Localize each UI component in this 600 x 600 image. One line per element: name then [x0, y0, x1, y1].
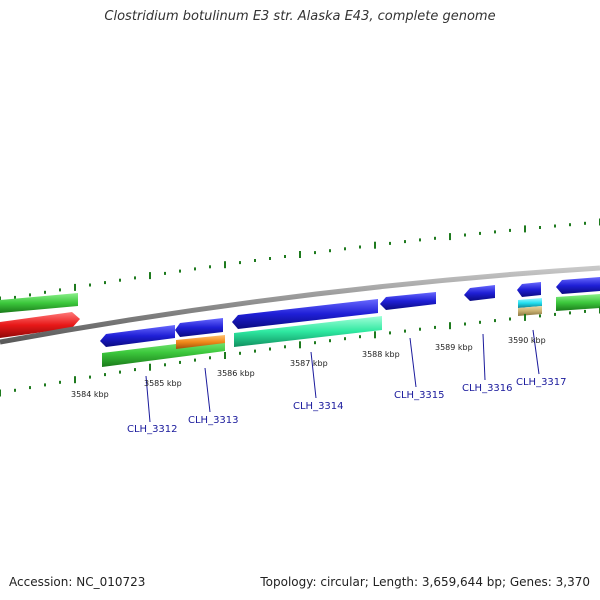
cds-clh3314-teal[interactable] [234, 316, 382, 347]
gene-labels: CLH_3312 CLH_3313 CLH_3314 CLH_3315 CLH_… [127, 377, 567, 435]
leader-clh3316 [482, 333, 486, 381]
gene-label-clh3315[interactable]: CLH_3315 [394, 390, 445, 401]
gene-label-clh3317[interactable]: CLH_3317 [516, 377, 567, 388]
cds-clh3317-tan[interactable] [518, 306, 542, 316]
cds-clh3313-orange[interactable] [176, 335, 225, 349]
cds-clh3317-forward[interactable] [517, 282, 541, 297]
cds-clh3313-forward[interactable] [175, 318, 223, 337]
cds-upper-left-green[interactable] [0, 293, 78, 313]
gene-label-clh3313[interactable]: CLH_3313 [188, 415, 239, 426]
leader-clh3314 [310, 351, 317, 399]
scale-label-3584: 3584 kbp [71, 390, 109, 399]
cds-right-edge-forward[interactable] [556, 277, 600, 294]
leader-clh3317 [532, 329, 540, 375]
genome-backbone [0, 265, 600, 345]
gene-label-clh3314[interactable]: CLH_3314 [293, 401, 344, 412]
leader-clh3312 [145, 375, 151, 423]
cds-clh3316-forward[interactable] [464, 285, 495, 301]
accession-label: Accession: NC_010723 [9, 575, 146, 589]
scale-label-3585: 3585 kbp [144, 379, 182, 388]
cds-clh3315-forward[interactable] [380, 292, 436, 310]
scale-label-3588: 3588 kbp [362, 350, 400, 359]
inner-tick-track [0, 306, 600, 397]
scale-label-3589: 3589 kbp [435, 343, 473, 352]
scale-label-3587: 3587 kbp [290, 359, 328, 368]
cds-right-edge-green[interactable] [556, 294, 600, 311]
scale-label-3586: 3586 kbp [217, 369, 255, 378]
gene-label-clh3312[interactable]: CLH_3312 [127, 424, 178, 435]
leader-clh3313 [204, 367, 211, 413]
scale-labels: 3584 kbp 3585 kbp 3586 kbp 3587 kbp 3588… [71, 336, 546, 399]
leader-clh3315 [409, 337, 417, 388]
gene-leader-lines [145, 329, 540, 423]
cds-clh3314-forward[interactable] [232, 299, 378, 329]
scale-label-3590: 3590 kbp [508, 336, 546, 345]
genome-stats-label: Topology: circular; Length: 3,659,644 bp… [260, 575, 590, 589]
cds-upper-left-red[interactable] [0, 312, 80, 338]
gene-label-clh3316[interactable]: CLH_3316 [462, 383, 513, 394]
genome-title: Clostridium botulinum E3 str. Alaska E43… [104, 9, 496, 24]
outer-tick-track [0, 218, 600, 304]
cds-clh3317-cyan[interactable] [518, 298, 542, 308]
cds-clh3312-forward[interactable] [100, 325, 175, 347]
